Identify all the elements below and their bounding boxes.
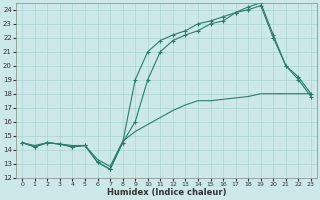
- X-axis label: Humidex (Indice chaleur): Humidex (Indice chaleur): [107, 188, 226, 197]
